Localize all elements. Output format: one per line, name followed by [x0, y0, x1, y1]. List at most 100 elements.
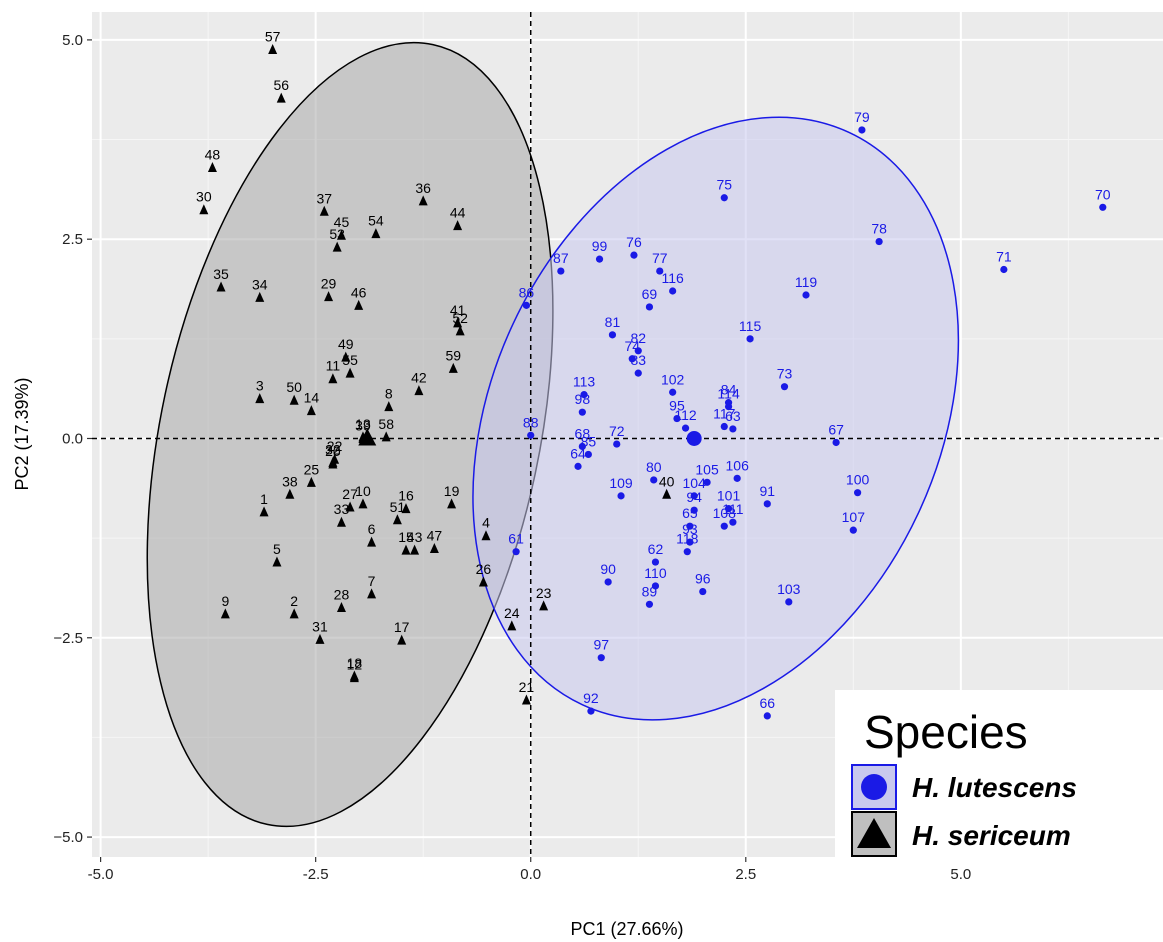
data-point-circle [645, 303, 654, 311]
point-label: 35 [213, 266, 229, 282]
point-label: 100 [846, 472, 870, 488]
data-point-circle [854, 489, 862, 497]
data-point-circle [686, 538, 694, 546]
point-label: 24 [504, 605, 520, 621]
point-label: 46 [351, 284, 367, 300]
data-point-circle [673, 414, 681, 423]
data-point-circle [527, 431, 535, 439]
point-label: 72 [609, 423, 625, 439]
confidence-ellipses [146, 41, 960, 828]
data-point-triangle [345, 501, 355, 512]
point-label: 119 [795, 274, 818, 290]
data-point-circle [724, 402, 733, 411]
point-label: 16 [398, 488, 414, 504]
point-label: 52 [452, 310, 468, 326]
point-label: 80 [646, 459, 662, 475]
point-label: 95 [669, 398, 685, 414]
data-point-triangle [354, 299, 364, 310]
point-label: 66 [760, 695, 776, 711]
data-point-circle [656, 267, 664, 275]
centroid-triangle [358, 428, 377, 446]
point-label: 59 [446, 347, 462, 363]
point-label: 27 [342, 486, 358, 502]
point-label: 86 [519, 284, 535, 300]
point-label: 109 [609, 475, 633, 491]
y-tick-label: −2.5 [53, 630, 83, 647]
data-point-circle [557, 267, 565, 275]
point-label: 39 [355, 417, 371, 433]
data-point-circle [832, 438, 840, 447]
point-label: 7 [368, 573, 376, 589]
x-tick-label: 0.0 [520, 866, 541, 883]
point-label: 94 [686, 489, 702, 505]
data-point-circle [683, 548, 691, 556]
point-label: 33 [334, 501, 350, 517]
data-point-circle [669, 287, 677, 295]
data-point-triangle [336, 516, 346, 527]
x-tick-label: 5.0 [950, 866, 971, 883]
data-point-circle [763, 500, 771, 508]
point-label: 20 [325, 443, 341, 459]
point-label: 98 [575, 391, 591, 407]
point-label: 53 [329, 226, 345, 242]
point-label: 58 [378, 416, 394, 432]
data-point-triangle [216, 281, 226, 292]
x-tick-label: -2.5 [303, 866, 329, 883]
point-label: 3 [256, 378, 264, 394]
centroid-circle [686, 430, 702, 446]
point-label: 23 [536, 585, 552, 601]
point-label: 74 [624, 338, 640, 354]
point-label: 2 [290, 593, 298, 609]
point-label: 62 [648, 541, 664, 557]
point-label: 61 [508, 531, 524, 547]
point-label: 63 [725, 408, 741, 424]
point-label: 32 [325, 441, 341, 457]
data-point-triangle [259, 506, 269, 517]
point-label: 28 [334, 586, 350, 602]
point-label: 5 [273, 541, 281, 557]
data-point-triangle [367, 536, 377, 547]
data-point-circle [746, 335, 754, 343]
data-point-triangle [448, 362, 458, 373]
axes: -5.0 -2.5 0.0 2.5 5.0 −5.0 −2.5 0.0 2.5 5.0 [53, 32, 971, 883]
data-point-triangle [401, 544, 411, 555]
data-point-triangle [453, 317, 463, 328]
data-point-circle [512, 548, 520, 556]
data-point-triangle [306, 476, 316, 487]
data-point-triangle [306, 405, 316, 416]
point-label: 34 [252, 276, 268, 292]
point-label: 115 [739, 318, 762, 334]
data-point-triangle [447, 498, 457, 509]
point-labels: 6162636465666768697071727374757677787980… [196, 28, 1111, 710]
point-label: 81 [605, 314, 621, 330]
point-label: 105 [695, 461, 719, 477]
data-point-triangle [345, 367, 355, 378]
data-point-circle [595, 255, 604, 263]
point-label: 4 [482, 515, 490, 531]
data-point-circle [574, 462, 582, 470]
data-point-circle [785, 598, 793, 606]
point-label: 118 [676, 531, 699, 547]
data-point-circle [650, 476, 658, 484]
data-point-triangle [336, 229, 346, 240]
data-point-circle [681, 424, 690, 432]
data-point-triangle [521, 694, 531, 705]
data-point-triangle [367, 588, 377, 599]
point-label: 64 [570, 445, 586, 461]
legend-circle-icon [861, 774, 887, 800]
data-point-triangle [255, 393, 265, 404]
data-point-circle [720, 194, 728, 202]
data-point-triangle [255, 291, 265, 302]
point-label: 11 [326, 358, 341, 374]
data-point-circle [763, 712, 771, 720]
data-point-triangle [478, 576, 488, 587]
data-point-triangle [392, 514, 402, 525]
point-label: 71 [996, 248, 1012, 264]
data-point-circle [634, 369, 642, 377]
point-label: 9 [221, 593, 229, 609]
data-point-circle [604, 578, 612, 586]
data-point-triangle [414, 385, 424, 396]
data-point-circle [630, 251, 638, 259]
point-label: 67 [828, 421, 844, 437]
